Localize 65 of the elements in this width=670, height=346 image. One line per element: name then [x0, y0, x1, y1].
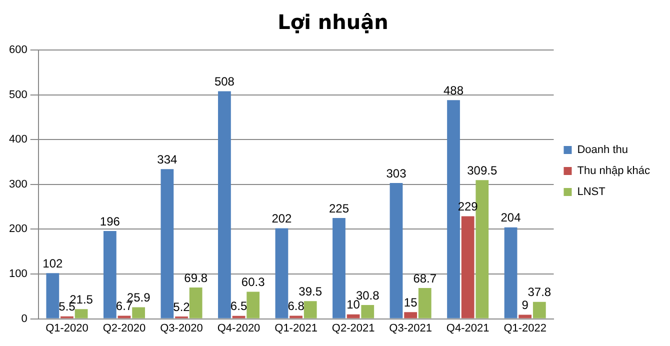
data-label: 303	[386, 166, 407, 180]
bar	[132, 307, 146, 318]
data-label: 6.5	[230, 299, 248, 314]
data-label: 39.5	[298, 284, 322, 298]
data-label: 508	[214, 74, 235, 89]
data-label: 68.7	[413, 271, 437, 286]
data-label: 334	[157, 152, 178, 166]
legend-label: Thu nhập khác	[577, 165, 650, 178]
x-tick-label: Q1-2020	[46, 322, 88, 334]
data-label: 60.3	[241, 275, 266, 290]
bar	[504, 227, 518, 318]
data-label: 9	[522, 298, 529, 312]
bar	[476, 180, 489, 318]
bar	[361, 305, 374, 318]
bar	[46, 273, 60, 318]
x-tick-label: Q4-2020	[217, 322, 260, 334]
legend-label: Doanh thu	[577, 144, 628, 156]
data-label: 5.2	[173, 300, 190, 314]
bar	[532, 302, 546, 318]
x-tick-label: Q3-2020	[160, 322, 203, 334]
bar	[461, 216, 474, 318]
bar	[346, 314, 360, 318]
y-tick-label: 600	[8, 44, 28, 56]
data-label: 202	[272, 212, 292, 226]
y-tick-label: 500	[8, 88, 28, 101]
bar	[290, 316, 302, 318]
bar	[232, 316, 246, 318]
x-tick-label: Q3-2021	[389, 322, 432, 334]
bar	[447, 100, 460, 318]
bar	[118, 316, 131, 318]
bar	[404, 312, 418, 318]
data-label: 69.8	[184, 270, 208, 285]
data-label: 102	[42, 256, 63, 270]
data-label: 37.8	[528, 285, 552, 300]
bar	[304, 301, 317, 318]
bar	[103, 230, 116, 318]
bar	[518, 314, 532, 318]
y-tick-label: 400	[8, 134, 28, 146]
data-label: 6.8	[288, 299, 305, 314]
data-label: 225	[328, 201, 350, 216]
x-tick-label: Q1-2021	[274, 322, 318, 334]
y-tick-label: 300	[8, 178, 28, 190]
y-tick-label: 100	[8, 268, 28, 280]
bar	[218, 91, 231, 318]
x-tick-label: Q2-2020	[102, 322, 146, 334]
data-label: 204	[500, 210, 522, 225]
bar	[246, 292, 260, 318]
data-label: 196	[100, 214, 120, 228]
bar	[418, 288, 432, 318]
y-tick-label: 200	[8, 223, 28, 236]
bar	[189, 288, 202, 318]
x-tick-label: Q4-2021	[446, 322, 490, 334]
data-label: 488	[444, 83, 464, 98]
legend-label: LNST	[577, 186, 606, 198]
data-label: 15	[404, 295, 418, 310]
data-label: 309.5	[467, 163, 498, 178]
bar	[332, 218, 346, 318]
x-tick-label: Q1-2022	[504, 322, 546, 334]
bar	[74, 309, 88, 318]
x-tick-label: Q2-2021	[332, 322, 375, 334]
y-tick-label: 0	[21, 312, 28, 325]
chart-title: Lợi nhuận	[278, 10, 388, 34]
bar	[275, 228, 288, 318]
bar	[160, 169, 174, 318]
bar	[390, 183, 403, 318]
